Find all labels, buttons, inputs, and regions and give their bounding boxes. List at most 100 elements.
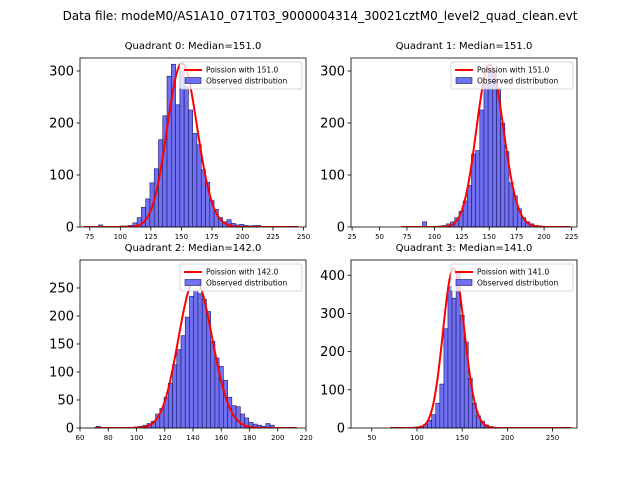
histogram-bar — [192, 133, 198, 228]
x-tick-label: 100 — [428, 233, 441, 241]
y-tick-label: 200 — [49, 117, 74, 132]
histogram-bar — [189, 296, 195, 429]
legend-observed-swatch — [455, 77, 473, 84]
histogram-bar — [172, 364, 178, 429]
y-tick-label: 100 — [49, 169, 74, 184]
x-tick-label: 175 — [205, 233, 218, 241]
y-tick-label: 300 — [320, 307, 345, 322]
panel-0-legend-box — [179, 61, 303, 90]
x-tick-label: 200 — [271, 434, 284, 442]
legend-poisson-label: Poission with 151.0 — [477, 66, 550, 75]
histogram-bar — [197, 293, 203, 429]
panel-2: 0 50 100 150 200 250 60 80 100 120 140 160 180 200 220… — [49, 243, 313, 442]
legend-observed-label: Observed distribution — [477, 279, 558, 288]
y-tick-label: 200 — [320, 117, 345, 132]
x-tick-label: 250 — [546, 434, 559, 442]
histogram-bar — [447, 286, 453, 429]
x-tick-label: 100 — [410, 434, 423, 442]
x-tick-label: 250 — [297, 233, 310, 241]
histogram-bar — [196, 144, 202, 228]
y-tick-label: 300 — [49, 65, 74, 80]
y-tick-label: 100 — [49, 366, 74, 381]
x-tick-label: 80 — [104, 434, 113, 442]
histogram-bar — [200, 169, 206, 228]
x-tick-label: 50 — [375, 233, 384, 241]
legend-observed-label: Observed distribution — [206, 279, 287, 288]
histogram-bar — [479, 109, 485, 228]
legend-observed-label: Observed distribution — [477, 77, 558, 86]
histogram-bar — [483, 83, 489, 228]
y-tick-label: 100 — [320, 383, 345, 398]
x-tick-label: 50 — [367, 434, 376, 442]
figure-suptitle: Data file: modeM0/AS1A10_071T03_90000043… — [63, 9, 578, 23]
histogram-bar — [183, 86, 189, 228]
x-tick-label: 160 — [215, 434, 228, 442]
histogram-bar — [443, 328, 449, 429]
x-tick-label: 180 — [243, 434, 256, 442]
histogram-bar — [201, 298, 207, 429]
x-tick-label: 140 — [186, 434, 199, 442]
x-tick-label: 200 — [537, 233, 550, 241]
legend-poisson-label: Poission with 142.0 — [206, 268, 279, 277]
histogram-bar — [175, 104, 181, 228]
x-tick-label: 75 — [85, 233, 94, 241]
x-tick-label: 225 — [565, 233, 578, 241]
histogram-bar — [492, 70, 497, 228]
histogram-bar — [439, 383, 445, 429]
y-tick-label: 0 — [337, 422, 345, 437]
x-tick-label: 225 — [266, 233, 279, 241]
panel-1-title: Quadrant 1: Median=151.0 — [396, 41, 533, 52]
histogram-bar — [475, 150, 481, 228]
histogram-bar — [235, 406, 241, 429]
histogram-bar — [193, 290, 199, 429]
y-tick-label: 200 — [320, 345, 345, 360]
y-tick-label: 0 — [66, 422, 74, 437]
panel-3-title: Quadrant 3: Median=141.0 — [396, 243, 533, 254]
x-tick-label: 100 — [114, 233, 127, 241]
x-tick-label: 200 — [236, 233, 249, 241]
histogram-bar — [176, 349, 182, 429]
histogram-bar — [179, 71, 185, 228]
histogram-bar — [466, 185, 472, 228]
histogram-bar — [451, 297, 457, 429]
histogram-bar — [435, 402, 441, 429]
histogram-bar — [210, 340, 216, 429]
panel-1-legend-box — [450, 61, 574, 90]
x-tick-label: 75 — [402, 233, 411, 241]
panel-3: 0 100 200 300 400 50 100 150 200 250 Quadrant 3: M… — [320, 243, 578, 442]
panel-2-title: Quadrant 2: Median=142.0 — [125, 243, 262, 254]
y-tick-label: 100 — [320, 169, 345, 184]
x-tick-label: 200 — [501, 434, 514, 442]
legend-poisson-label: Poission with 151.0 — [206, 66, 279, 75]
legend-observed-swatch — [455, 279, 473, 286]
x-tick-label: 25 — [348, 233, 357, 241]
y-tick-label: 200 — [49, 310, 74, 325]
histogram-bar — [188, 109, 193, 228]
panel-2-legend-box — [179, 263, 303, 292]
y-tick-label: 300 — [320, 65, 345, 80]
panel-1-axes-frame — [350, 57, 578, 228]
panel-0-title: Quadrant 0: Median=151.0 — [125, 41, 262, 52]
x-tick-label: 60 — [76, 434, 85, 442]
legend-observed-swatch — [184, 77, 202, 84]
panel-3-axes-frame — [350, 259, 578, 429]
y-tick-label: 400 — [320, 269, 345, 284]
legend-observed-swatch — [184, 279, 202, 286]
poisson-curve — [390, 267, 571, 428]
histogram-bar — [180, 335, 186, 429]
y-tick-label: 250 — [49, 282, 74, 297]
x-tick-label: 125 — [455, 233, 468, 241]
histogram-bar — [487, 68, 493, 228]
y-tick-label: 0 — [66, 221, 74, 236]
legend-observed-label: Observed distribution — [206, 77, 287, 86]
y-tick-label: 0 — [337, 221, 345, 236]
legend-poisson-label: Poission with 141.0 — [477, 268, 550, 277]
histogram-bar — [223, 380, 228, 429]
x-tick-label: 175 — [510, 233, 523, 241]
x-tick-label: 100 — [130, 434, 143, 442]
y-tick-label: 50 — [57, 394, 74, 409]
panel-1: 0 100 200 300 25 50 75 100 125 150 175 200 225 Quadra… — [320, 41, 578, 241]
panel-3-legend-box — [450, 263, 574, 292]
x-tick-label: 150 — [483, 233, 496, 241]
